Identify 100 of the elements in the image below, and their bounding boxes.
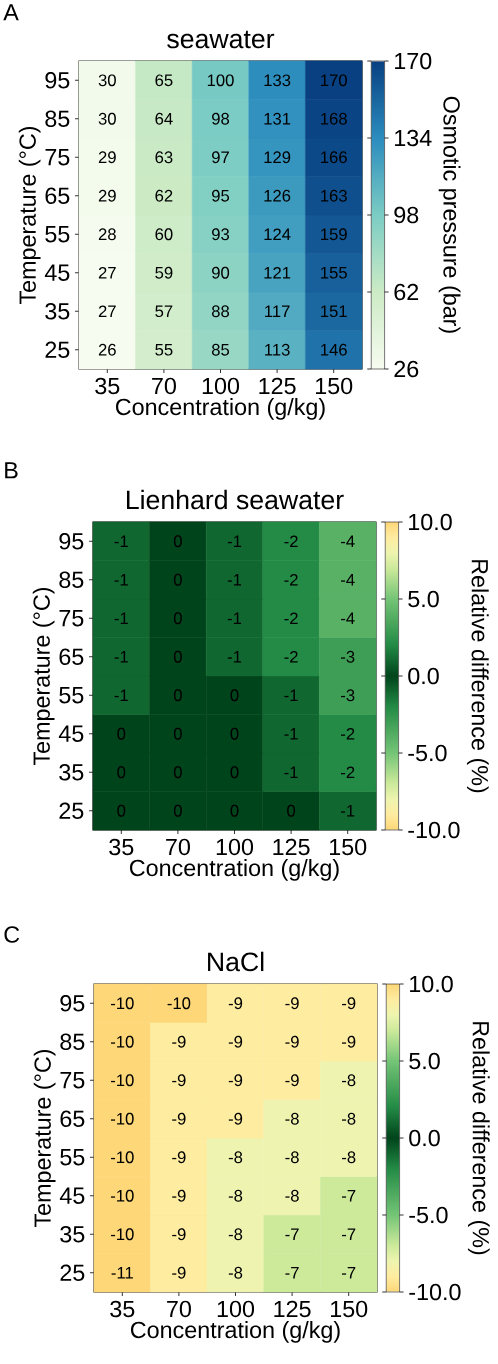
data-label: 30: [98, 74, 116, 87]
data-label: 0: [173, 612, 182, 625]
data-label: 100: [207, 74, 234, 87]
y-tick-label: 75: [45, 149, 70, 166]
text: A: [3, 4, 19, 21]
y-tick-label: 35: [59, 764, 84, 781]
y-tick-label: 65: [45, 187, 70, 205]
data-label: -8: [342, 1074, 356, 1087]
data-label: -8: [285, 1151, 299, 1164]
data-label: -1: [284, 728, 298, 740]
color-bar-label: 0.0: [409, 1129, 440, 1147]
color-bar-label: 5.0: [409, 1052, 440, 1070]
data-label: 0: [173, 689, 182, 702]
data-label: -1: [114, 689, 128, 701]
data-label: -1: [227, 574, 242, 586]
data-label: -9: [285, 997, 299, 1010]
data-label: 117: [265, 305, 290, 317]
y-tick-label: 35: [60, 1225, 85, 1243]
y-tick-label: 75: [60, 1072, 85, 1089]
y-axis-title: Temperature (°C): [33, 1049, 56, 1228]
data-label: 151: [321, 305, 347, 318]
data-label: -2: [341, 727, 355, 740]
y-tick-label: 65: [60, 1110, 85, 1128]
data-label: -10: [110, 1151, 134, 1164]
data-label: -10: [110, 1035, 134, 1048]
y-tick-label: 85: [45, 110, 70, 128]
data-label: 88: [211, 305, 230, 318]
data-label: 62: [155, 189, 173, 202]
y-tick-label: 55: [59, 687, 84, 704]
color-bar-title: Osmotic pressure (bar): [438, 96, 461, 333]
data-label: -9: [172, 1228, 186, 1241]
chart-title: NaCl: [208, 951, 264, 972]
data-label: 146: [321, 343, 347, 356]
x-tick-label: 70: [166, 838, 190, 856]
data-label: 98: [212, 112, 230, 125]
data-label: -9: [228, 997, 243, 1010]
x-axis-title: Concentration (g/kg): [115, 398, 325, 420]
data-label: 0: [230, 689, 239, 702]
data-label: 0: [117, 727, 126, 740]
color-bar-label: 10.0: [409, 513, 452, 531]
x-tick-label: 70: [167, 1300, 191, 1318]
data-label: 126: [264, 189, 291, 202]
data-label: -1: [227, 651, 242, 663]
y-tick-label: 35: [45, 303, 70, 320]
data-label: 0: [230, 727, 239, 740]
color-bar-label: 62: [394, 283, 419, 301]
y-tick-label: 85: [59, 571, 84, 589]
data-label: 29: [98, 189, 116, 202]
data-label: -9: [228, 1112, 243, 1125]
color-bar-label: 134: [395, 129, 432, 147]
data-label: 0: [230, 766, 239, 779]
x-axis-title: Concentration (g/kg): [129, 859, 339, 881]
data-label: 0: [287, 804, 296, 817]
x-tick-label: 35: [95, 377, 120, 395]
data-label: -10: [110, 1112, 134, 1125]
data-label: 64: [155, 112, 173, 125]
y-tick-label: 95: [60, 995, 85, 1012]
data-label: -9: [172, 1112, 186, 1125]
data-label: -10: [167, 997, 191, 1010]
data-label: -8: [285, 1112, 299, 1125]
data-label: -8: [342, 1112, 356, 1125]
data-label: 0: [173, 804, 182, 817]
data-label: -2: [284, 535, 298, 548]
data-label: 129: [264, 151, 291, 164]
y-tick-label: 65: [59, 648, 84, 666]
data-label: 124: [264, 228, 291, 241]
color-bar-label: 5.0: [408, 590, 439, 608]
data-label: -9: [172, 1189, 186, 1202]
data-label: -10: [110, 1074, 134, 1087]
data-label: -4: [341, 574, 355, 586]
text: B: [5, 462, 18, 479]
color-bar-label: -10.0: [408, 821, 460, 839]
y-tick-label: 45: [59, 1187, 85, 1204]
color-bar-label: 98: [394, 206, 419, 224]
y-tick-label: 25: [59, 802, 84, 820]
data-label: 97: [212, 151, 229, 164]
data-label: 163: [321, 189, 347, 202]
data-label: -2: [341, 766, 355, 779]
data-label: -10: [110, 997, 134, 1010]
color-bar-label: -5.0: [408, 744, 447, 762]
data-label: -1: [341, 805, 355, 817]
data-label: 133: [264, 74, 291, 87]
color-bar-title: Relative difference (%): [466, 560, 489, 793]
y-tick-label: 55: [45, 226, 70, 243]
color-bar-label: 170: [395, 52, 432, 70]
x-tick-label: 150: [330, 838, 367, 856]
x-tick-label: 125: [273, 838, 310, 856]
data-label: 168: [321, 112, 347, 125]
data-label: -8: [228, 1228, 243, 1241]
data-label: -8: [342, 1151, 356, 1164]
x-tick-label: 35: [109, 838, 134, 856]
data-label: 0: [117, 766, 126, 779]
x-tick-label: 125: [274, 1300, 311, 1318]
color-bar-label: -10.0: [409, 1283, 461, 1301]
data-label: 28: [98, 228, 116, 241]
data-label: 26: [98, 343, 116, 356]
data-label: 95: [212, 189, 230, 202]
y-tick-label: 25: [45, 341, 70, 359]
data-label: -9: [342, 997, 356, 1010]
data-label: 0: [117, 804, 126, 817]
